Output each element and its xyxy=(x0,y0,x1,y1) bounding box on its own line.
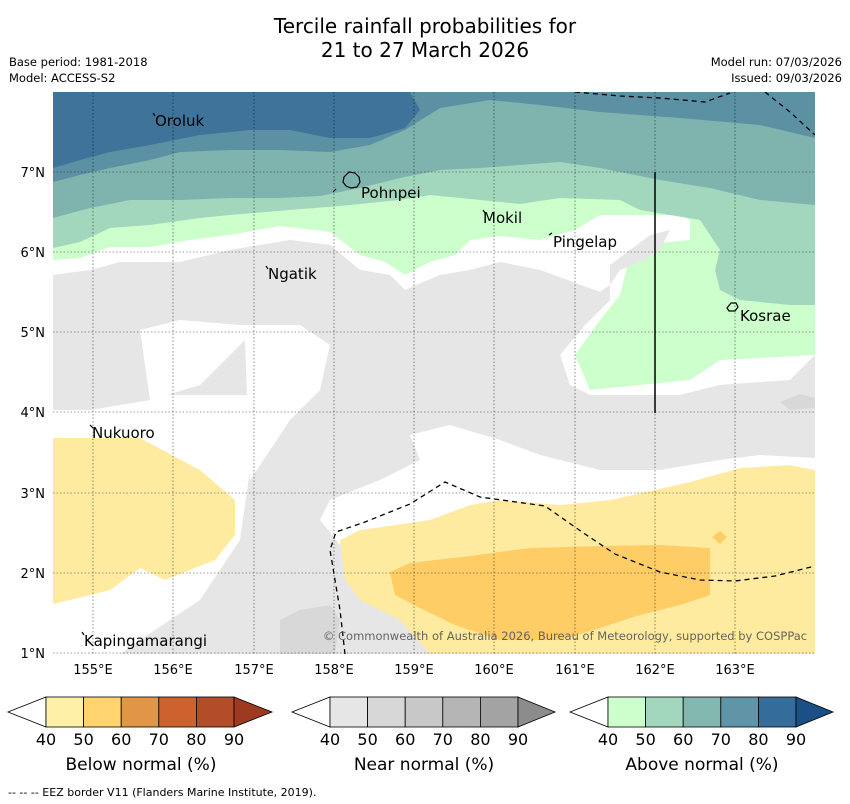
lon-tick-160: 160°E xyxy=(474,663,514,678)
copyright-notice: © Commonwealth of Australia 2026, Bureau… xyxy=(323,629,807,643)
issued-date: Issued: 09/03/2026 xyxy=(731,71,842,85)
below-normal-50-spot xyxy=(712,531,727,544)
legend-near-swatch-2 xyxy=(404,696,444,728)
legend-below-swatch-0 xyxy=(45,696,84,728)
legend-below-swatch-1 xyxy=(83,696,122,728)
near-normal-south-west-patch xyxy=(280,605,340,654)
legend-below-tick: 70 xyxy=(149,730,169,749)
lon-tick-157: 157°E xyxy=(234,663,274,678)
legend-label-near: Near normal (%) xyxy=(353,755,495,775)
place-label-oroluk: Oroluk xyxy=(155,112,204,130)
legend-label-below: Below normal (%) xyxy=(65,755,217,775)
legend-near-swatch-4 xyxy=(479,696,519,728)
above-normal-80-band xyxy=(53,92,420,168)
legend-above-tick: 80 xyxy=(748,730,768,749)
legend-near-swatch-1 xyxy=(367,696,406,728)
legend-above-tick: 60 xyxy=(673,730,693,749)
lat-tick-6: 6°N xyxy=(21,246,46,261)
legend-above-swatch-0 xyxy=(607,696,646,728)
legend-near-swatch-5 xyxy=(517,696,557,728)
lon-tick-161: 161°E xyxy=(555,663,595,678)
legend-near-tick: 50 xyxy=(357,730,377,749)
title-line-2: 21 to 27 March 2026 xyxy=(320,38,530,62)
legend-below-tick: 90 xyxy=(224,730,244,749)
place-label-kosrae: Kosrae xyxy=(740,307,791,325)
legend-near-tick: 80 xyxy=(470,730,490,749)
lat-tick-1: 1°N xyxy=(21,647,46,662)
legend-above-swatch-1 xyxy=(645,696,684,728)
legend-near-swatch-0 xyxy=(329,696,368,728)
legend-above-tick: 40 xyxy=(598,730,618,749)
legend-below-swatch-3 xyxy=(158,696,197,728)
islands xyxy=(81,112,739,636)
legend-above-tick: 90 xyxy=(786,730,806,749)
legend-above-min-extend xyxy=(568,696,609,728)
lon-tick-159: 159°E xyxy=(394,663,434,678)
lon-tick-156: 156°E xyxy=(153,663,193,678)
legend-near-tick: 60 xyxy=(395,730,415,749)
legend-label-above: Above normal (%) xyxy=(625,755,779,775)
lat-tick-3: 3°N xyxy=(21,487,46,502)
lat-tick-2: 2°N xyxy=(21,567,46,582)
white-halo-center xyxy=(140,320,330,480)
eez-borders xyxy=(329,92,815,654)
legend-near-tick: 40 xyxy=(320,730,340,749)
legend-above-swatch-2 xyxy=(682,696,722,728)
lat-tick-5: 5°N xyxy=(21,326,46,341)
legend-below-swatch-2 xyxy=(120,696,160,728)
eez-footnote: -- -- -- EEZ border V11 (Flanders Marine… xyxy=(8,786,317,799)
title-line-1: Tercile rainfall probabilities for xyxy=(273,14,577,38)
near-normal-band-lower xyxy=(53,320,815,654)
place-label-pohnpei: Pohnpei xyxy=(361,184,421,202)
legend-below-min-extend xyxy=(6,696,47,728)
below-normal-50-core xyxy=(390,545,710,640)
lon-tick-158: 158°E xyxy=(314,663,354,678)
pohnpei-island-outline xyxy=(342,171,361,189)
map-fill-layer xyxy=(53,92,815,654)
place-label-kapingamarangi: Kapingamarangi xyxy=(84,632,207,650)
base-period: Base period: 1981-2018 xyxy=(9,55,148,69)
lat-tick-7: 7°N xyxy=(21,166,46,181)
legend-below-tick: 60 xyxy=(111,730,131,749)
lon-tick-163: 163°E xyxy=(715,663,755,678)
lon-tick-162: 162°E xyxy=(635,663,675,678)
model-run: Model run: 07/03/2026 xyxy=(710,55,842,69)
lat-tick-4: 4°N xyxy=(21,406,46,421)
legend-above-tick: 50 xyxy=(635,730,655,749)
model-name: Model: ACCESS-S2 xyxy=(9,71,116,85)
legend-below-tick: 80 xyxy=(186,730,206,749)
below-normal-west xyxy=(53,438,235,604)
legend-near-tick: 90 xyxy=(508,730,528,749)
lon-tick-155: 155°E xyxy=(73,663,113,678)
place-label-ngatik: Ngatik xyxy=(268,265,317,283)
near-normal-east-patch xyxy=(780,394,815,410)
place-label-nukuoro: Nukuoro xyxy=(92,424,155,442)
legend-above-swatch-4 xyxy=(758,696,797,728)
legend-above-swatch-3 xyxy=(720,696,759,728)
legend-above-swatch-5 xyxy=(795,696,835,728)
place-label-mokil: Mokil xyxy=(483,209,522,227)
white-halo-east xyxy=(320,425,815,540)
legend-below-swatch-4 xyxy=(195,696,235,728)
legend-near-swatch-3 xyxy=(442,696,481,728)
legend-below-tick: 40 xyxy=(36,730,56,749)
place-label-pingelap: Pingelap xyxy=(553,233,617,251)
legends: 40 50 60 70 80 90 40 50 60 70 80 90 40 50 60 70 80 90 xyxy=(6,696,835,749)
legend-below-swatch-5 xyxy=(233,696,274,728)
kosrae-island-outline xyxy=(726,302,739,312)
legend-near-tick: 70 xyxy=(433,730,453,749)
legend-near-min-extend xyxy=(290,696,331,728)
legend-below-tick: 50 xyxy=(73,730,93,749)
legend-above-tick: 70 xyxy=(711,730,731,749)
